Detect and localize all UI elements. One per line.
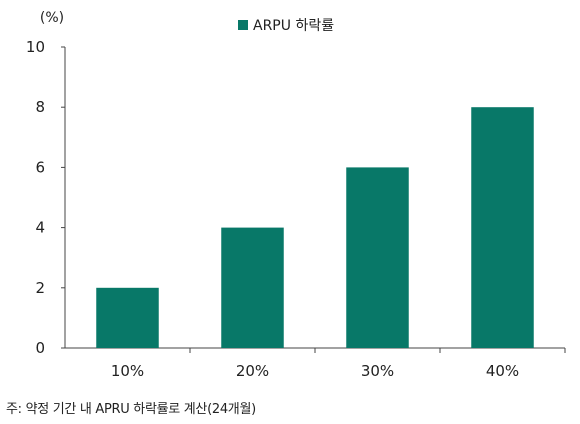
x-tick-label: 10% bbox=[111, 362, 144, 380]
x-tick-label: 20% bbox=[236, 362, 269, 380]
x-tick-label: 30% bbox=[361, 362, 394, 380]
bar bbox=[221, 227, 284, 348]
bar bbox=[346, 167, 409, 348]
footnote: 주: 약정 기간 내 APRU 하락률로 계산(24개월) bbox=[6, 402, 256, 417]
legend-swatch bbox=[238, 20, 248, 30]
y-tick-label: 0 bbox=[35, 339, 45, 357]
y-tick-label: 8 bbox=[35, 98, 45, 116]
y-tick-label: 6 bbox=[35, 158, 45, 176]
y-tick-label: 4 bbox=[35, 219, 45, 237]
x-tick-label: 40% bbox=[486, 362, 519, 380]
bar bbox=[96, 287, 159, 348]
y-tick-label: 2 bbox=[35, 279, 45, 297]
y-axis-unit-label: (%) bbox=[40, 10, 64, 26]
bar bbox=[471, 107, 534, 348]
y-tick-label: 10 bbox=[26, 38, 45, 56]
legend-label: ARPU 하락률 bbox=[253, 18, 334, 34]
